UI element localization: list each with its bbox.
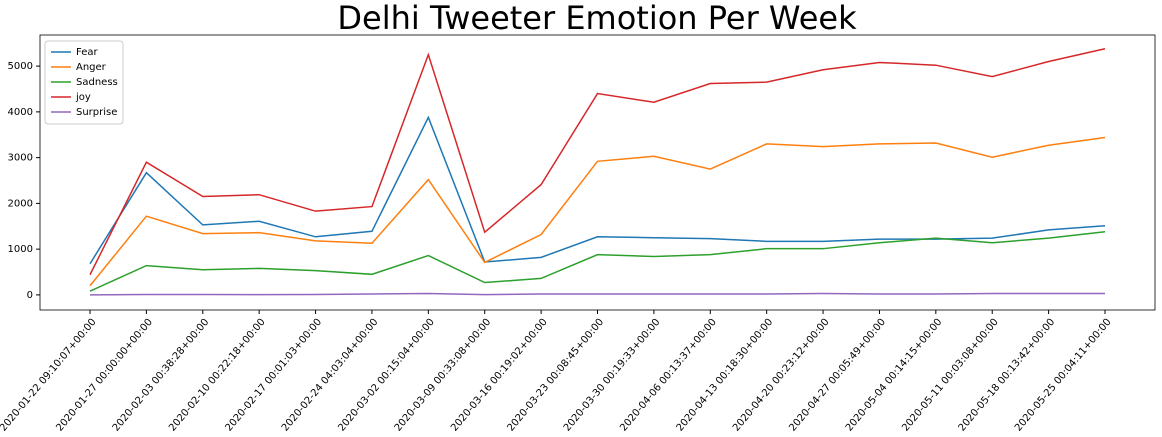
series-line [89, 292, 1105, 296]
x-tick-label: 2020-03-09 00:33:08+00:00 [393, 317, 494, 434]
series-line [89, 115, 1106, 265]
x-tick-label: 2020-02-03 00:38:28+00:00 [111, 317, 212, 434]
x-tick-label: 2020-03-30 00:19:33+00:00 [562, 317, 663, 434]
legend-box [44, 40, 124, 125]
x-tick-label: 2020-05-04 00:14:15+00:00 [844, 317, 945, 434]
x-tick-label: 2020-04-13 00:18:30+00:00 [675, 317, 776, 434]
x-tick-label: 2020-05-25 00:04:11+00:00 [1013, 317, 1114, 434]
x-tick-label: 2020-03-02 00:15:04+00:00 [336, 317, 437, 434]
legend-label: Surprise [76, 107, 117, 118]
legend-label: Fear [76, 47, 98, 58]
x-tick-label: 2020-01-27 00:00:00+00:00 [54, 317, 155, 434]
x-tick-label: 2020-03-16 00:19:02+00:00 [449, 317, 550, 434]
x-tick-label: 2020-04-27 00:05:49+00:00 [787, 317, 888, 434]
y-tick-label: 2000 [8, 198, 33, 209]
legend-label: Anger [76, 62, 107, 73]
series-line [89, 231, 1106, 292]
y-tick-label: 4000 [8, 107, 33, 118]
legend-label: Sadness [76, 77, 118, 88]
x-tick-label: 2020-02-24 04:03:04+00:00 [280, 317, 381, 434]
plot-frame [39, 34, 1156, 311]
series-line [89, 47, 1106, 276]
y-tick-label: 1000 [8, 244, 33, 255]
x-tick-label: 2020-03-23 00:08:45+00:00 [505, 317, 606, 434]
x-tick-label: 2020-05-11 00:03:08+00:00 [900, 317, 1001, 434]
y-tick-label: 0 [27, 290, 33, 301]
x-tick-label: 2020-04-20 00:23:12+00:00 [731, 317, 832, 434]
y-tick-label: 5000 [8, 61, 33, 72]
x-tick-label: 2020-04-06 00:13:37+00:00 [618, 317, 719, 434]
y-tick-label: 3000 [8, 153, 33, 164]
chart-title: Delhi Tweeter Emotion Per Week [337, 0, 857, 37]
x-tick-label: 2020-05-18 00:13:42+00:00 [957, 317, 1058, 434]
x-tick-label: 2020-02-17 00:01:03+00:00 [224, 317, 325, 434]
series-line [89, 136, 1106, 287]
legend-label: joy [75, 92, 91, 103]
x-tick-label: 2020-01-22 09:10:07+00:00 [0, 317, 99, 434]
x-tick-label: 2020-02-10 00:22:18+00:00 [167, 317, 268, 434]
